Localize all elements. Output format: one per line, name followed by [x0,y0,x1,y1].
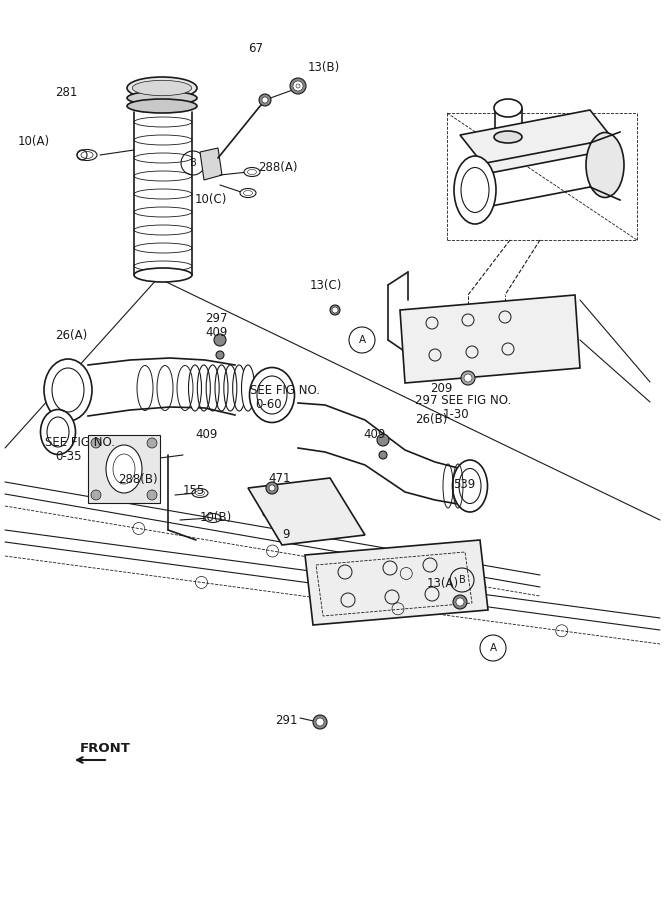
Ellipse shape [586,132,624,197]
Ellipse shape [127,77,197,99]
Text: 0-35: 0-35 [55,451,81,464]
Polygon shape [200,148,222,180]
Ellipse shape [134,268,192,282]
Text: 297 SEE FIG NO.: 297 SEE FIG NO. [415,393,511,407]
Polygon shape [305,540,488,625]
Circle shape [453,595,467,609]
Circle shape [293,81,303,91]
Text: 13(B): 13(B) [308,61,340,75]
Text: 10(B): 10(B) [200,511,232,525]
Text: 26(B): 26(B) [415,413,448,427]
Ellipse shape [44,359,92,421]
Text: 409: 409 [363,428,386,442]
Circle shape [262,97,268,103]
Polygon shape [460,110,620,173]
Text: 1-30: 1-30 [443,409,470,421]
Circle shape [330,305,340,315]
Text: FRONT: FRONT [80,742,131,754]
Text: B: B [459,575,466,585]
Circle shape [91,490,101,500]
Circle shape [290,78,306,94]
Text: 67: 67 [248,41,263,55]
Text: 13(A): 13(A) [427,577,459,590]
Text: 291: 291 [275,714,297,726]
Ellipse shape [452,460,488,512]
Text: 13(C): 13(C) [310,278,342,292]
Text: 26(A): 26(A) [55,328,87,341]
Ellipse shape [127,91,197,105]
Text: SEE FIG NO.: SEE FIG NO. [250,383,320,397]
Polygon shape [400,295,580,383]
Circle shape [259,94,271,106]
Circle shape [464,374,472,382]
Text: 471: 471 [268,472,291,484]
Text: 155: 155 [183,483,205,497]
Circle shape [379,451,387,459]
Circle shape [91,438,101,448]
Ellipse shape [189,365,201,411]
Text: A: A [490,643,496,653]
Ellipse shape [249,367,295,422]
Ellipse shape [244,167,260,176]
Polygon shape [248,478,365,545]
Text: B: B [189,158,196,168]
Circle shape [266,482,278,494]
Ellipse shape [494,99,522,117]
Ellipse shape [41,410,75,454]
Text: 409: 409 [205,326,227,338]
Circle shape [147,490,157,500]
Circle shape [332,307,338,313]
Circle shape [377,434,389,446]
Circle shape [147,438,157,448]
Text: 539: 539 [453,479,476,491]
Circle shape [461,371,475,385]
Text: 297: 297 [205,311,227,325]
Text: 288(A): 288(A) [258,161,297,175]
Text: 10(A): 10(A) [18,136,50,149]
Ellipse shape [241,365,255,411]
Ellipse shape [106,445,142,493]
Circle shape [456,598,464,606]
Circle shape [316,718,324,726]
Circle shape [269,485,275,491]
Circle shape [214,334,226,346]
Ellipse shape [263,511,273,517]
Text: 0-60: 0-60 [255,399,281,411]
Ellipse shape [205,514,221,523]
Ellipse shape [132,80,191,95]
Ellipse shape [494,131,522,143]
Ellipse shape [454,156,496,224]
Ellipse shape [192,489,208,498]
Circle shape [216,351,224,359]
Text: A: A [358,335,366,345]
Text: SEE FIG NO.: SEE FIG NO. [45,436,115,448]
FancyBboxPatch shape [88,435,160,503]
Circle shape [313,715,327,729]
Ellipse shape [240,188,256,197]
Ellipse shape [127,99,197,113]
Text: 10(C): 10(C) [195,194,227,206]
Text: 288(B): 288(B) [118,473,157,487]
Text: 209: 209 [430,382,452,394]
Text: 9: 9 [282,528,289,542]
Ellipse shape [77,149,97,160]
Text: 409: 409 [195,428,217,442]
Text: 281: 281 [55,86,77,100]
Ellipse shape [263,499,273,505]
